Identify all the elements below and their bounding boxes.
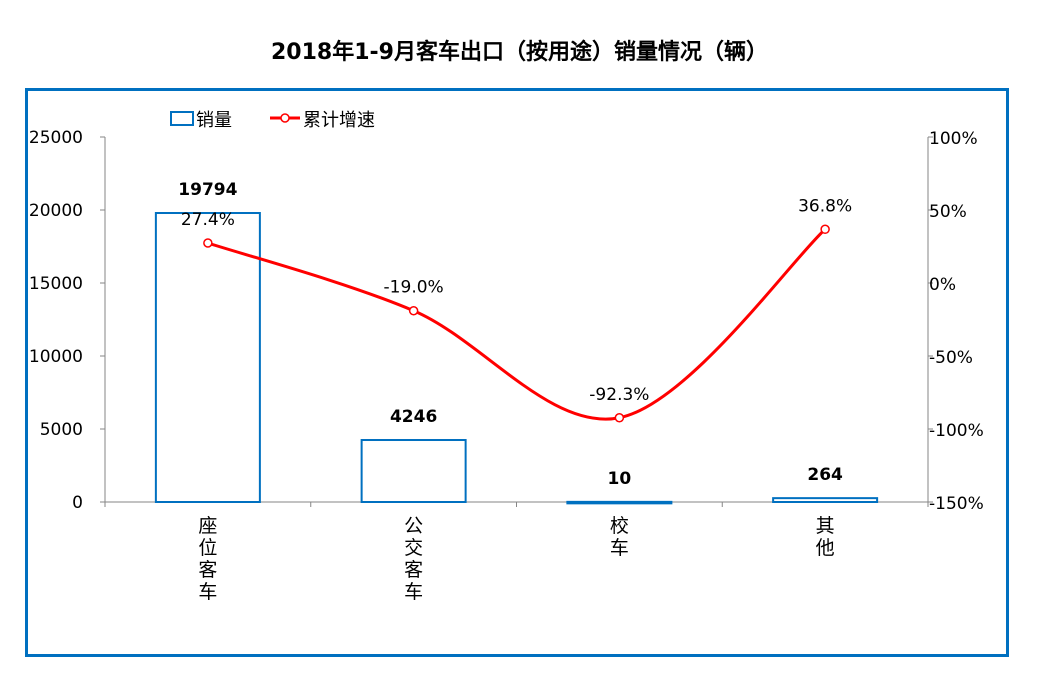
x-category-label: 座位客车 (198, 515, 217, 603)
growth-line (207, 228, 827, 421)
y-right-tick-label: -150% (929, 494, 984, 514)
y-left-tick-label: 25000 (29, 128, 83, 148)
bar-1 (360, 439, 467, 503)
growth-data-label: -19.0% (384, 278, 444, 298)
growth-data-label: 27.4% (181, 210, 235, 230)
y-left-tick-label: 10000 (29, 347, 83, 367)
y-left-tick-label: 0 (72, 493, 83, 513)
bar-3 (772, 497, 879, 503)
bar-data-label: 4246 (390, 407, 437, 427)
x-category-label: 其他 (816, 515, 835, 559)
bar-0 (154, 212, 261, 503)
y-right-tick-label: 50% (929, 202, 967, 222)
bar-data-label: 264 (807, 465, 843, 485)
legend-line-label: 累计增速 (303, 110, 375, 131)
y-left-tick-label: 5000 (40, 420, 83, 440)
chart-title: 2018年1-9月客车出口（按用途）销量情况（辆） (271, 40, 768, 65)
y-right-tick-label: -50% (929, 348, 973, 368)
legend-bar-label: 销量 (196, 110, 232, 131)
y-left-tick-label: 20000 (29, 201, 83, 221)
x-category-label: 校车 (610, 515, 629, 559)
legend-line-marker (280, 113, 290, 123)
legend-bar-swatch (170, 111, 194, 126)
y-right-tick-label: 0% (929, 275, 956, 295)
bar-2 (566, 500, 673, 505)
y-left-tick-label: 15000 (29, 274, 83, 294)
growth-point-3 (820, 224, 830, 235)
chart-frame (25, 88, 1009, 657)
growth-data-label: -92.3% (589, 385, 649, 405)
x-category-label: 公交客车 (404, 515, 423, 603)
bar-data-label: 10 (608, 469, 632, 489)
growth-point-2 (614, 413, 625, 423)
growth-point-0 (203, 238, 213, 248)
y-right-tick-label: 100% (929, 129, 978, 149)
growth-point-1 (408, 305, 419, 316)
y-right-tick-label: -100% (929, 421, 984, 441)
bar-data-label: 19794 (178, 180, 237, 200)
growth-data-label: 36.8% (798, 196, 852, 216)
